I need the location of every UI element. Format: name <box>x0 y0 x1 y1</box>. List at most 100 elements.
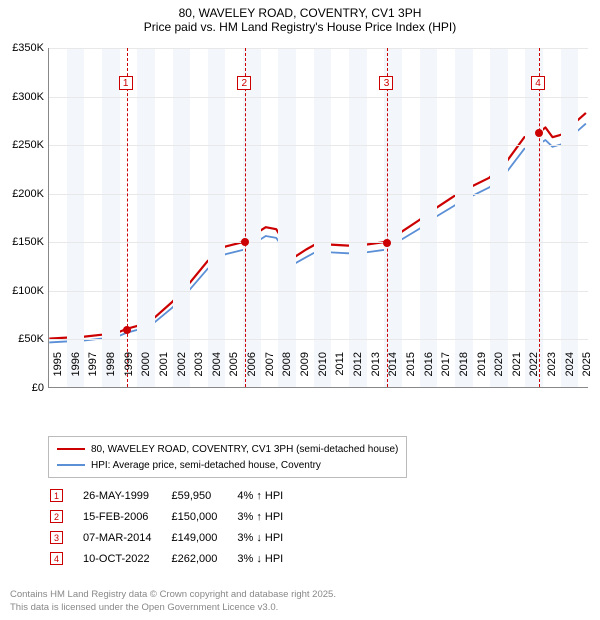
x-axis-label: 2024 <box>564 352 576 392</box>
gridline <box>49 97 588 98</box>
year-band <box>420 48 438 387</box>
plot-region: 1 2 3 4 <box>48 48 588 388</box>
sale-vs-hpi: 3% ↓ HPI <box>237 528 301 547</box>
sale-index-box: 4 <box>50 552 63 565</box>
x-axis-label: 2017 <box>440 352 452 392</box>
x-axis-label: 2007 <box>264 352 276 392</box>
year-band <box>137 48 155 387</box>
y-axis-label: £0 <box>0 382 44 394</box>
y-axis-label: £200K <box>0 188 44 200</box>
table-row: 3 07-MAR-2014£149,0003% ↓ HPI <box>50 528 301 547</box>
x-axis-label: 2012 <box>352 352 364 392</box>
x-axis-label: 2021 <box>511 352 523 392</box>
x-axis-label: 2023 <box>546 352 558 392</box>
sale-marker-box: 1 <box>119 76 133 90</box>
gridline <box>49 48 588 49</box>
legend-row: 80, WAVELEY ROAD, COVENTRY, CV1 3PH (sem… <box>57 441 398 457</box>
year-band <box>525 48 543 387</box>
sale-index-box: 2 <box>50 510 63 523</box>
sale-marker-line <box>127 48 128 387</box>
x-axis-label: 1998 <box>105 352 117 392</box>
sale-marker-line <box>245 48 246 387</box>
x-axis-label: 2002 <box>176 352 188 392</box>
year-band <box>278 48 296 387</box>
sale-date: 10-OCT-2022 <box>83 549 169 568</box>
footer-line1: Contains HM Land Registry data © Crown c… <box>10 589 336 601</box>
sale-date: 07-MAR-2014 <box>83 528 169 547</box>
table-row: 4 10-OCT-2022£262,0003% ↓ HPI <box>50 549 301 568</box>
x-axis-label: 2006 <box>246 352 258 392</box>
legend-label: 80, WAVELEY ROAD, COVENTRY, CV1 3PH (sem… <box>91 444 398 455</box>
sale-marker-box: 2 <box>237 76 251 90</box>
sale-price: £149,000 <box>171 528 235 547</box>
sale-marker-dot <box>123 326 131 334</box>
x-axis-label: 2014 <box>387 352 399 392</box>
attribution-footer: Contains HM Land Registry data © Crown c… <box>10 589 336 614</box>
year-band <box>173 48 191 387</box>
x-axis-label: 2018 <box>458 352 470 392</box>
sale-marker-line <box>387 48 388 387</box>
chart-title-address: 80, WAVELEY ROAD, COVENTRY, CV1 3PH <box>0 6 600 20</box>
year-band <box>314 48 332 387</box>
gridline <box>49 242 588 243</box>
y-axis-label: £350K <box>0 42 44 54</box>
y-axis-label: £50K <box>0 333 44 345</box>
gridline <box>49 145 588 146</box>
x-axis-label: 2003 <box>193 352 205 392</box>
x-axis-label: 2004 <box>211 352 223 392</box>
x-axis-label: 2009 <box>299 352 311 392</box>
legend-swatch <box>57 464 85 466</box>
legend-swatch <box>57 448 85 450</box>
x-axis-label: 2016 <box>423 352 435 392</box>
x-axis-label: 1997 <box>87 352 99 392</box>
sale-price: £59,950 <box>171 486 235 505</box>
x-axis-label: 1995 <box>52 352 64 392</box>
table-row: 2 15-FEB-2006£150,0003% ↑ HPI <box>50 507 301 526</box>
year-band <box>67 48 85 387</box>
x-axis-label: 1996 <box>70 352 82 392</box>
footer-line2: This data is licensed under the Open Gov… <box>10 602 336 614</box>
x-axis-label: 2020 <box>493 352 505 392</box>
x-axis-label: 2022 <box>528 352 540 392</box>
x-axis-label: 1999 <box>123 352 135 392</box>
sale-vs-hpi: 3% ↑ HPI <box>237 507 301 526</box>
sale-price: £150,000 <box>171 507 235 526</box>
year-band <box>349 48 367 387</box>
x-axis-label: 2001 <box>158 352 170 392</box>
y-axis-label: £100K <box>0 285 44 297</box>
table-row: 1 26-MAY-1999£59,9504% ↑ HPI <box>50 486 301 505</box>
sale-marker-box: 3 <box>379 76 393 90</box>
x-axis-label: 2000 <box>140 352 152 392</box>
year-band <box>490 48 508 387</box>
sales-table: 126-MAY-1999£59,9504% ↑ HPI215-FEB-2006£… <box>48 484 303 570</box>
x-axis-label: 2025 <box>581 352 593 392</box>
sale-date: 15-FEB-2006 <box>83 507 169 526</box>
sale-marker-box: 4 <box>531 76 545 90</box>
sale-vs-hpi: 3% ↓ HPI <box>237 549 301 568</box>
gridline <box>49 291 588 292</box>
y-axis-label: £300K <box>0 91 44 103</box>
gridline <box>49 339 588 340</box>
x-axis-label: 2011 <box>334 352 346 392</box>
legend: 80, WAVELEY ROAD, COVENTRY, CV1 3PH (sem… <box>48 436 407 478</box>
sale-vs-hpi: 4% ↑ HPI <box>237 486 301 505</box>
sale-price: £262,000 <box>171 549 235 568</box>
gridline <box>49 194 588 195</box>
chart-title-sub: Price paid vs. HM Land Registry's House … <box>0 20 600 34</box>
x-axis-label: 2019 <box>476 352 488 392</box>
y-axis-label: £250K <box>0 139 44 151</box>
x-axis-label: 2013 <box>370 352 382 392</box>
legend-label: HPI: Average price, semi-detached house,… <box>91 460 321 471</box>
year-band <box>102 48 120 387</box>
sale-date: 26-MAY-1999 <box>83 486 169 505</box>
y-axis-label: £150K <box>0 236 44 248</box>
x-axis-label: 2008 <box>281 352 293 392</box>
x-axis-label: 2005 <box>228 352 240 392</box>
chart-area: 1234 £0£50K£100K£150K£200K£250K£300K£350… <box>0 48 600 428</box>
year-band <box>208 48 226 387</box>
sale-marker-line <box>539 48 540 387</box>
sale-index-box: 1 <box>50 489 63 502</box>
sale-index-box: 3 <box>50 531 63 544</box>
legend-row: HPI: Average price, semi-detached house,… <box>57 457 398 473</box>
year-band <box>455 48 473 387</box>
